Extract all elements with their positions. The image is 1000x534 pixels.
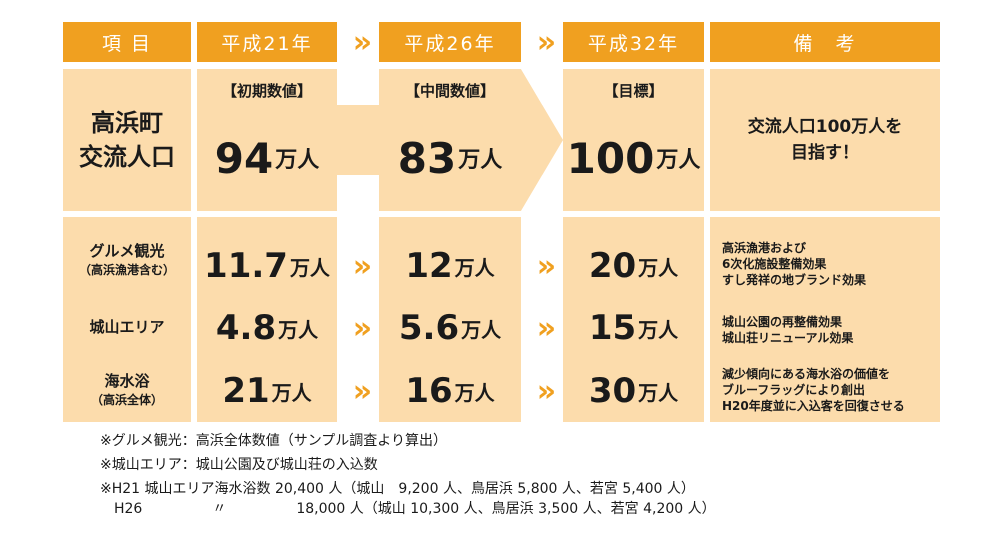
breakdown-h32-column [563,217,704,422]
swimming-h32: 30 万人 [563,369,704,413]
breakdown-h21-column [197,217,337,422]
unit: 万人 [638,380,679,405]
gourmet-h32: 20 万人 [563,244,704,288]
swimming-h21: 21 万人 [197,369,337,413]
total-h26-value: 83 [397,133,457,183]
gourmet-h21: 11.7 万人 [197,244,337,288]
footnote-h26: H26 〃 18,000 人（城山 10,300 人、鳥居浜 3,500 人、若… [100,501,716,517]
header-h26: 平成26年 [379,22,521,62]
header-item: 項 目 [63,22,191,62]
swimming-h26: 16 万人 [379,369,521,413]
total-h21-value: 94 [214,133,274,183]
chevron-double-right-icon: » [536,248,556,284]
breakdown-h26-column [379,217,521,422]
header-remarks-label: 備 考 [793,32,857,55]
chevron-double-right-icon: » [352,248,372,284]
value: 30 [588,371,637,411]
header-h21-label: 平成21年 [221,32,313,55]
chevron-double-right-icon: » [536,373,556,409]
flow-arrow-shape [197,69,704,211]
row-sublabel: （高浜全体） [90,393,163,407]
unit: 万人 [638,317,679,342]
chevron-double-right-icon: » [536,24,556,60]
top-row-label-line2: 交流人口 [79,143,175,171]
unit: 万人 [454,255,495,280]
top-row-remark-line1: 交流人口100万人を [747,117,903,137]
top-row-remark-line2: 目指す！ [791,143,859,163]
total-h32-value: 100 [566,133,655,183]
shiroyama-h26: 5.6 万人 [379,306,521,350]
breakdown-remarks-column [710,217,940,422]
value: 21 [222,371,270,411]
value: 5.6 [398,308,460,348]
row-label: グルメ観光 [89,242,165,260]
header-h32-label: 平成32年 [587,32,680,55]
value: 11.7 [204,246,288,286]
total-h21: 94 万人 [197,130,337,186]
total-h32-unit: 万人 [656,148,701,173]
value: 16 [405,371,453,411]
top-row-label: 高浜町 交流人口 [63,69,191,211]
middle-value-tag: 【中間数値】 [404,82,495,100]
row-label: 海水浴 [104,372,150,390]
shiroyama-h32: 15 万人 [563,306,704,350]
top-row-remark: 交流人口100万人を 目指す！ [710,69,940,211]
header-item-label: 項 目 [101,32,153,55]
value: 20 [588,246,637,286]
chevron-double-right-icon: » [536,310,556,346]
unit: 万人 [289,255,330,280]
table-row-gourmet-label: グルメ観光 （高浜漁港含む） [63,240,191,278]
total-h26-unit: 万人 [458,148,503,173]
value: 4.8 [215,308,277,348]
header-h21: 平成21年 [197,22,337,62]
footnote-h21: ※H21 城山エリア海水浴数 20,400 人（城山 9,200 人、鳥居浜 5… [100,481,695,497]
header-remarks: 備 考 [710,22,940,62]
chevron-double-right-icon: » [352,310,372,346]
value: 15 [588,308,637,348]
total-h32: 100 万人 [563,130,704,186]
unit: 万人 [454,380,495,405]
gourmet-remark: 高浜漁港および 6次化施設整備効果 すし発祥の地ブランド効果 [722,241,867,287]
header-h32: 平成32年 [563,22,704,62]
footnote-shiroyama: ※城山エリア：城山公園及び城山荘の入込数 [100,457,378,473]
swimming-remark: 減少傾向にある海水浴の価値を ブルーフラッグにより創出 H20年度並に入込客を回… [722,367,905,413]
shiroyama-h21: 4.8 万人 [197,306,337,350]
footnotes: ※グルメ観光：高浜全体数値（サンプル調査より算出） ※城山エリア：城山公園及び城… [100,432,980,518]
breakdown-label-column [63,217,191,422]
target-value-tag: 【目標】 [603,82,664,100]
chevron-double-right-icon: » [352,24,372,60]
row-sublabel: （高浜漁港含む） [78,263,175,277]
chevron-double-right-icon: » [352,373,372,409]
table-row-shiroyama-label: 城山エリア [63,316,191,337]
footnote-gourmet: ※グルメ観光：高浜全体数値（サンプル調査より算出） [100,433,448,449]
total-h26: 83 万人 [379,130,521,186]
row-label: 城山エリア [89,318,165,336]
initial-value-tag: 【初期数値】 [221,82,312,100]
unit: 万人 [638,255,679,280]
total-h21-unit: 万人 [275,148,320,173]
top-row-label-line1: 高浜町 [91,109,163,137]
shiroyama-remark: 城山公園の再整備効果 城山荘リニューアル効果 [722,315,854,345]
value: 12 [405,246,453,286]
table-row-swimming-label: 海水浴 （高浜全体） [63,370,191,408]
gourmet-h26: 12 万人 [379,244,521,288]
header-h26-label: 平成26年 [404,32,496,55]
unit: 万人 [271,380,312,405]
unit: 万人 [278,317,319,342]
unit: 万人 [461,317,502,342]
